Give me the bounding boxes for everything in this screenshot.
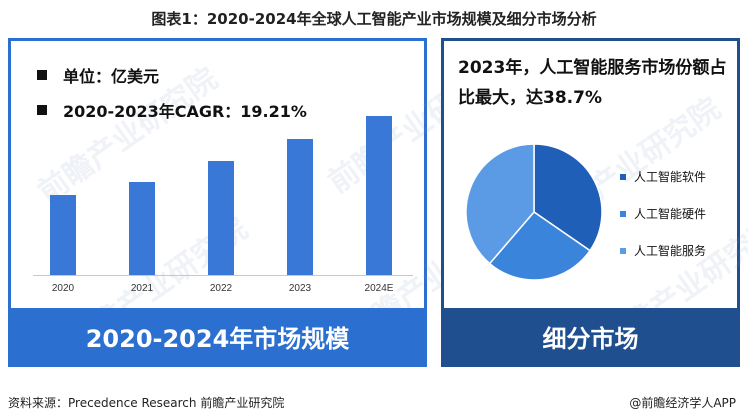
x-tick-label: 2024E [364,283,394,294]
chart-title: 图表1：2020-2024年全球人工智能产业市场规模及细分市场分析 [151,10,597,28]
pie-slice-2 [488,211,592,281]
legend-swatch [620,247,626,254]
bullet-square [37,105,47,115]
x-tick-label: 2020 [51,283,75,294]
pie-legend: 人工智能软件 人工智能硬件 人工智能服务 [620,168,706,279]
pie-legend-item: 人工智能硬件 [620,205,706,222]
legend-label: 人工智能硬件 [634,207,707,221]
market-size-band: 2020-2024年市场规模 [11,308,424,364]
pie-slice-1 [533,143,603,252]
x-tick-label: 2021 [130,283,154,294]
x-tick-label: 2023 [288,283,312,294]
bullet-square [37,70,47,80]
x-tick-label: 2022 [209,283,233,294]
brand-label: @前瞻经济学人APP [629,396,736,410]
market-size-panel: 前瞻产业研究院 前瞻产业研究院 前瞻产业研究院 前瞻产业研究院 单位：亿美元 2… [8,38,534,367]
unit-line: 单位：亿美元 [37,63,159,87]
pie-legend-item: 人工智能软件 [620,168,706,185]
x-axis-line [33,275,413,276]
source-note: 资料来源：Precedence Research 前瞻产业研究院 [8,396,285,410]
unit-text: 单位：亿美元 [63,67,160,86]
legend-label: 人工智能服务 [634,244,707,258]
bar-2022 [208,161,234,275]
cagr-text: 2020-2023年CAGR：19.21% [63,102,307,121]
bar-2023 [287,139,313,275]
bar-2020 [50,194,76,275]
segment-headline: 2023年，人工智能服务市场份额占比最大，达38.7% [458,58,727,108]
cagr-line: 2020-2023年CAGR：19.21% [37,98,307,122]
bar-2024E [366,115,392,275]
legend-swatch [620,173,626,180]
segment-band: 细分市场 [444,308,737,364]
pie-legend-item: 人工智能服务 [620,242,706,259]
legend-label: 人工智能软件 [634,170,707,184]
segment-panel: 前瞻产业研究院 前瞻产业研究院 2023年，人工智能服务市场份额占比最大，达38… [441,38,748,367]
bar-2021 [129,181,155,275]
pie-chart [465,143,603,281]
legend-swatch [620,210,626,217]
pie-slice-3 [465,143,535,265]
